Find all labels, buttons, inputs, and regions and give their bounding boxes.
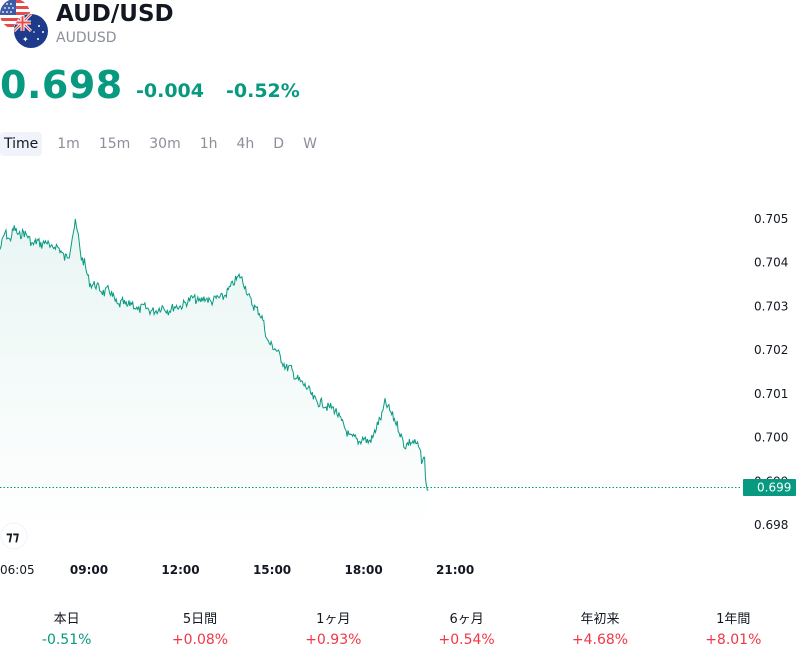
y-axis: 0.705 0.704 0.703 0.702 0.701 0.700 0.699 0.698 [754,212,788,532]
perf-label: 年初来 [580,612,620,627]
y-tick-label: 0.701 [754,387,788,401]
last-price-badge: 0.699 [743,478,796,496]
y-tick-label: 0.702 [754,343,788,357]
price-change: -0.004 [136,80,204,102]
perf-1m[interactable]: 1ヶ月 +0.93% [267,611,400,649]
last-price-badge-label: 0.699 [757,480,791,494]
y-tick-label: 0.705 [754,212,788,226]
tradingview-logo-icon[interactable]: ⁊⁊ [0,522,28,550]
price-chart[interactable]: 0.705 0.704 0.703 0.702 0.701 0.700 0.699 0.698… [0,160,800,580]
perf-6m[interactable]: 6ヶ月 +0.54% [400,611,533,649]
perf-value: +8.01% [705,632,762,648]
perf-label: 本日 [53,612,80,627]
x-tick-label: 15:00 [253,563,291,577]
svg-text:⁊⁊: ⁊⁊ [6,530,20,545]
tab-time[interactable]: Time [0,132,43,156]
perf-label: 5日間 [182,612,218,627]
y-tick-label: 0.703 [754,299,788,313]
x-tick-label: 18:00 [344,563,382,577]
perf-today[interactable]: 本日 -0.51% [0,611,133,649]
perf-value: +4.68% [571,632,629,648]
price-change-percent: -0.52% [226,80,300,102]
perf-label: 6ヶ月 [449,612,484,627]
symbol-subtitle: AUDUSD [56,30,117,46]
tab-4h[interactable]: 4h [236,136,255,152]
price-line [0,218,429,491]
x-tick-label: 09:00 [70,563,108,577]
perf-value: +0.93% [305,632,362,648]
x-tick-label: 12:00 [161,563,199,577]
symbol-title: AUD/USD [56,1,174,27]
y-tick-label: 0.704 [754,256,788,270]
tab-w[interactable]: W [303,136,317,152]
x-axis: 06:05 09:00 12:00 15:00 18:00 21:00 [0,563,474,577]
tab-d[interactable]: D [273,136,285,152]
y-tick-label: 0.700 [754,431,788,445]
perf-5d[interactable]: 5日間 +0.08% [133,611,266,649]
price-area-fill [0,219,429,530]
tab-30m[interactable]: 30m [149,136,181,152]
perf-label: 1ヶ月 [316,612,351,627]
currency-flags-icon: ✦ [0,0,49,49]
y-tick-label: 0.698 [754,518,788,532]
performance-bar: 本日 -0.51% 5日間 +0.08% 1ヶ月 +0.93% 6ヶ月 +0.5… [0,611,800,649]
perf-label: 1年間 [716,612,751,627]
tab-1h[interactable]: 1h [199,136,218,152]
perf-1y[interactable]: 1年間 +8.01% [667,611,800,649]
perf-value: +0.54% [438,632,495,648]
tab-15m[interactable]: 15m [98,136,131,152]
timeframe-tabs: Time 1m 15m 30m 1h 4h D W [0,132,332,156]
perf-value: +0.08% [171,632,229,648]
x-tick-label: 06:05 [0,563,35,577]
svg-text:✦: ✦ [22,35,29,44]
last-price: 0.698 [0,63,123,107]
tab-1m[interactable]: 1m [57,136,80,152]
x-tick-label: 21:00 [436,563,474,577]
perf-value: -0.51% [41,632,92,648]
perf-ytd[interactable]: 年初来 +4.68% [533,611,666,649]
